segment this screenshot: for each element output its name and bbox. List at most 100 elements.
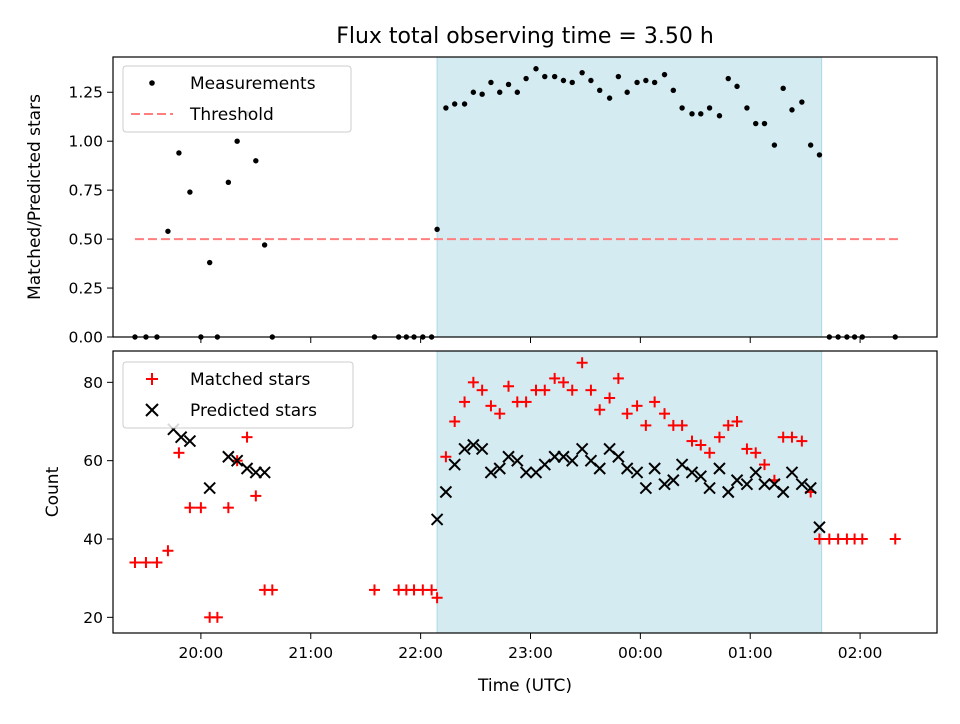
- measurement-point: [799, 99, 805, 105]
- predicted-star-point: [430, 513, 444, 526]
- matched-star-point: [695, 439, 707, 451]
- predicted-star-point: [776, 485, 790, 499]
- measurement-point: [569, 79, 575, 86]
- predicted-star-point: [740, 477, 754, 491]
- matched-star-point: [813, 533, 825, 545]
- y-tick-label: 60: [83, 452, 103, 470]
- measurement-point: [588, 77, 594, 84]
- matched-star-point: [640, 419, 652, 431]
- top-x-ticks: [200, 337, 861, 343]
- measurement-point: [816, 152, 823, 158]
- measurement-point: [523, 75, 529, 82]
- measurement-point: [661, 71, 668, 78]
- matched-star-point: [566, 384, 578, 396]
- matched-star-point: [503, 380, 515, 392]
- measurement-point: [234, 138, 240, 144]
- measurement-point: [789, 107, 795, 113]
- legend-threshold-label: Threshold: [189, 105, 274, 125]
- matched-star-point: [140, 557, 152, 568]
- predicted-star-point: [667, 474, 680, 487]
- predicted-star-point: [675, 458, 689, 471]
- matched-star-point: [162, 545, 174, 557]
- measurement-point: [744, 105, 750, 111]
- matched-star-point: [722, 419, 734, 431]
- predicted-star-point: [685, 466, 699, 479]
- predicted-star-point: [484, 466, 498, 479]
- predicted-star-point: [557, 450, 570, 463]
- predicted-star-point: [566, 454, 579, 467]
- matched-star-point: [786, 431, 798, 443]
- measurement-point: [597, 87, 603, 93]
- matched-star-point: [431, 592, 443, 604]
- predicted-star-point: [658, 477, 671, 491]
- predicted-star-point: [620, 462, 634, 475]
- measurement-point: [689, 111, 695, 117]
- measurement-point: [451, 101, 458, 107]
- top-y-axis-label: Matched/Predicted stars: [25, 94, 45, 300]
- top-points-layer: [132, 66, 898, 340]
- top-legend-box: [122, 65, 352, 133]
- predicted-star-point: [593, 462, 606, 475]
- predicted-star-point: [548, 450, 561, 463]
- x-tick-label: 02:00: [838, 644, 883, 662]
- predicted-star-point: [493, 462, 506, 475]
- matched-star-point: [549, 372, 561, 384]
- y-tick-label: 0.50: [68, 231, 103, 249]
- measurement-point: [488, 79, 494, 86]
- x-tick-label: 01:00: [728, 644, 773, 662]
- y-tick-label: 0.00: [68, 329, 103, 347]
- predicted-star-point: [475, 442, 489, 456]
- predicted-star-point: [648, 462, 661, 475]
- predicted-star-point: [758, 477, 771, 491]
- matched-star-point: [704, 447, 716, 459]
- matched-star-point: [184, 502, 196, 514]
- predicted-star-point: [703, 481, 716, 495]
- bottom-x-ticks: 20:00 21:00 22:00 23:00 00:00 01:00 02:00: [179, 633, 883, 662]
- measurement-point: [206, 259, 213, 266]
- measurement-point: [651, 79, 658, 86]
- bottom-points-layer: [129, 357, 901, 623]
- x-tick-label: 21:00: [288, 644, 333, 662]
- measurement-point: [225, 179, 232, 186]
- matched-star-point: [459, 396, 471, 408]
- matched-star-point: [151, 557, 163, 568]
- matched-star-point: [713, 431, 725, 443]
- measurement-point: [725, 75, 731, 82]
- top-y-ticks: 0.00 0.25 0.50 0.75 1.00 1.25: [68, 84, 113, 347]
- measurement-point: [514, 89, 521, 95]
- matched-star-point: [631, 400, 643, 412]
- predicted-star-point: [519, 466, 533, 479]
- matched-star-point: [449, 416, 461, 427]
- measurement-point: [434, 226, 440, 233]
- measurement-point: [542, 73, 548, 80]
- measurement-point: [670, 87, 677, 93]
- matched-star-point: [211, 611, 223, 623]
- legend-matched-label: Matched stars: [190, 370, 310, 390]
- measurement-point: [470, 89, 477, 95]
- matched-star-point: [796, 435, 808, 447]
- matched-star-point: [889, 533, 901, 545]
- predicted-star-point: [639, 481, 653, 495]
- measurement-point: [706, 105, 713, 111]
- measurement-point: [579, 69, 585, 76]
- measurement-point: [261, 242, 268, 248]
- y-tick-label: 80: [83, 374, 103, 392]
- legend-predicted-label: Predicted stars: [190, 401, 317, 421]
- top-shaded-region: [436, 56, 823, 338]
- x-tick-label: 23:00: [508, 644, 553, 662]
- measurement-point: [679, 105, 685, 111]
- predicted-star-point: [502, 450, 515, 463]
- measurement-point: [551, 73, 558, 80]
- measurement-point: [533, 66, 539, 72]
- y-tick-label: 40: [83, 531, 103, 549]
- legend-matched-marker: [146, 373, 158, 385]
- matched-star-point: [520, 396, 532, 408]
- measurement-point: [807, 142, 814, 148]
- chart-title: Flux total observing time = 3.50 h: [336, 24, 714, 49]
- measurement-point: [479, 91, 485, 97]
- predicted-star-point: [467, 438, 480, 452]
- matched-star-point: [266, 584, 278, 596]
- matched-star-point: [557, 376, 569, 388]
- measurement-point: [734, 83, 740, 90]
